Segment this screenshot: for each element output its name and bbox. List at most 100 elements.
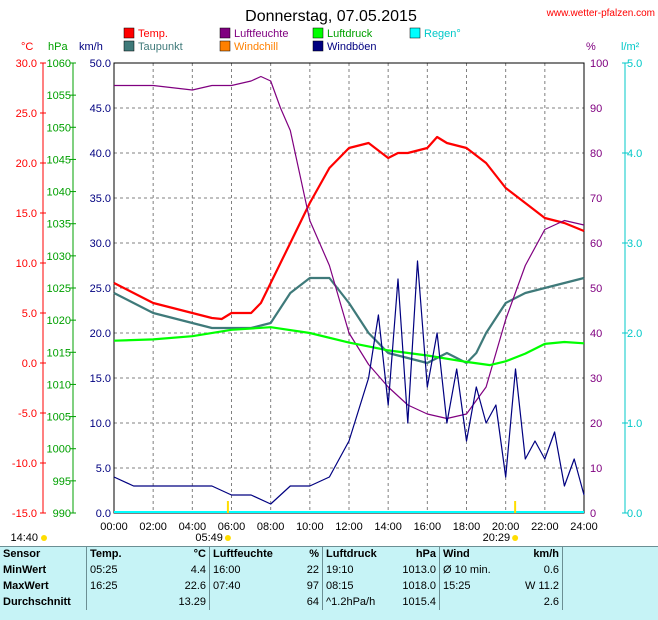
x-tick-label: 06:00 [218, 521, 246, 533]
row-label: Durchschnitt [3, 596, 71, 608]
temp-value: 22.6 [184, 580, 206, 592]
hpa-tick-label: 1060 [47, 58, 71, 70]
pressure-time: 08:15 [322, 578, 389, 594]
legend-label: Regen° [424, 28, 461, 40]
kmh-tick-label: 15.0 [90, 373, 111, 385]
hpa-tick-label: 1045 [47, 154, 71, 166]
wind-gust-value: 11.2 [538, 580, 559, 592]
chart-title: Donnerstag, 07.05.2015 [245, 8, 417, 25]
x-tick-label: 04:00 [179, 521, 207, 533]
kmh-tick-label: 5.0 [96, 463, 111, 475]
table-row: MaxWert 16:25 22.6 07:40 97 08:15 1018.0… [0, 578, 649, 594]
lm2-tick-label: 1.0 [627, 418, 642, 430]
header-pressure: Luftdruck [322, 546, 389, 562]
legend-swatch [312, 40, 324, 52]
hpa-tick-label: 1015 [47, 347, 71, 359]
percent-tick-label: 10 [590, 463, 602, 475]
pressure-time: 19:10 [322, 562, 389, 578]
source-link[interactable]: www.wetter-pfalzen.com [546, 8, 655, 19]
header-sensor: Sensor [3, 548, 41, 560]
header-humidity-unit: % [309, 548, 319, 560]
lm2-tick-label: 4.0 [627, 148, 642, 160]
celsius-tick-label: 15.0 [16, 208, 37, 220]
header-wind-unit: km/h [533, 548, 559, 560]
header-temp: Temp. [86, 546, 153, 562]
lm2-tick-label: 2.0 [627, 328, 642, 340]
lm2-tick-label: 0.0 [627, 508, 642, 520]
pressure-value: 1015.4 [402, 596, 436, 608]
percent-tick-label: 70 [590, 193, 602, 205]
hpa-tick-label: 995 [53, 476, 71, 488]
kmh-tick-label: 40.0 [90, 148, 111, 160]
series-line-luftfeuchte [114, 75, 585, 420]
weather-chart: Donnerstag, 07.05.2015 www.wetter-pfalze… [10, 8, 655, 544]
percent-tick-label: 0 [590, 508, 596, 520]
hpa-tick-label: 1030 [47, 251, 71, 263]
header-humidity: Luftfeuchte [209, 546, 286, 562]
x-tick-label: 12:00 [335, 521, 363, 533]
temp-time [86, 594, 153, 610]
legend-swatch [123, 27, 135, 39]
percent-tick-label: 100 [590, 58, 608, 70]
celsius-tick-label: 20.0 [16, 158, 37, 170]
celsius-tick-label: -5.0 [18, 408, 37, 420]
percent-tick-label: 40 [590, 328, 602, 340]
hpa-tick-label: 1055 [47, 90, 71, 102]
humidity-time [209, 594, 286, 610]
hpa-tick-label: 990 [53, 508, 71, 520]
table-row: Durchschnitt 13.29 64 ^1.2hPa/h 1015.4 2… [0, 594, 649, 610]
x-tick-label: 22:00 [531, 521, 559, 533]
plot-grid [113, 62, 585, 514]
header-temp-unit: °C [193, 548, 206, 560]
row-label: MinWert [3, 564, 47, 576]
humidity-value: 22 [306, 564, 319, 576]
x-tick-label: 08:00 [257, 521, 285, 533]
celsius-tick-label: -15.0 [12, 508, 37, 520]
kmh-tick-label: 35.0 [90, 193, 111, 205]
kmh-tick-label: 20.0 [90, 328, 111, 340]
daylength-icon [41, 535, 47, 541]
header-pressure-unit: hPa [415, 548, 436, 560]
celsius-tick-label: 30.0 [16, 58, 37, 70]
x-tick-label: 24:00 [570, 521, 598, 533]
lm2-axis-title: l/m² [621, 41, 640, 53]
sunrise-time: 05:49 [195, 532, 223, 544]
hpa-tick-label: 1020 [47, 315, 71, 327]
pressure-value: 1013.0 [402, 564, 436, 576]
legend-label: Temp. [138, 28, 168, 40]
kmh-tick-label: 25.0 [90, 283, 111, 295]
row-label: MaxWert [3, 580, 49, 592]
temp-value: 13.29 [178, 596, 206, 608]
hpa-tick-label: 1025 [47, 283, 71, 295]
percent-tick-label: 20 [590, 418, 602, 430]
celsius-tick-label: 5.0 [22, 308, 37, 320]
legend-swatch [219, 27, 231, 39]
wind-text: Ø 10 min. [439, 562, 506, 578]
kmh-tick-label: 0.0 [96, 508, 111, 520]
hpa-axis-title: hPa [48, 41, 68, 53]
legend-swatch [219, 40, 231, 52]
hpa-tick-label: 1005 [47, 412, 71, 424]
kmh-tick-label: 50.0 [90, 58, 111, 70]
sun-markers: 05:49 20:29 14:40 [10, 501, 519, 544]
legend-swatch [123, 40, 135, 52]
series-line-temp [113, 135, 585, 321]
celsius-tick-label: 10.0 [16, 258, 37, 270]
kmh-axis-title: km/h [79, 41, 103, 53]
percent-tick-label: 80 [590, 148, 602, 160]
humidity-value: 64 [306, 596, 319, 608]
sunset-icon [512, 535, 519, 541]
celsius-tick-label: -10.0 [12, 458, 37, 470]
pressure-value: 1018.0 [402, 580, 436, 592]
x-tick-label: 20:00 [492, 521, 520, 533]
kmh-tick-label: 30.0 [90, 238, 111, 250]
percent-tick-label: 90 [590, 103, 602, 115]
x-tick-label: 00:00 [100, 521, 128, 533]
axis-headers: °C hPa km/h% l/m² [21, 41, 640, 53]
lm2-tick-label: 5.0 [627, 58, 642, 70]
celsius-tick-label: 0.0 [22, 358, 37, 370]
percent-tick-label: 30 [590, 373, 602, 385]
legend-label: Windböen [327, 41, 377, 53]
percent-axis-title: % [586, 41, 596, 53]
